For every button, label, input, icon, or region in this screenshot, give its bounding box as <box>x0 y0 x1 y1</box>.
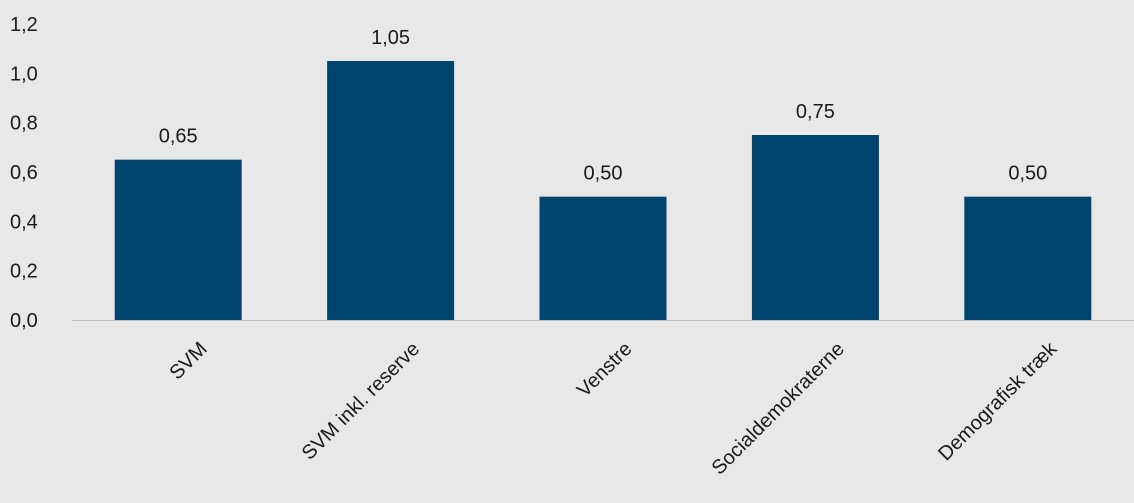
y-tick-label: 0,8 <box>10 113 38 135</box>
bar <box>751 135 879 320</box>
y-tick-label: 0,4 <box>10 211 38 233</box>
bar-value-label: 0,65 <box>159 126 198 148</box>
y-tick-label: 1,0 <box>10 63 38 85</box>
y-tick-label: 0,2 <box>10 261 38 283</box>
bar-value-label: 0,50 <box>584 163 623 185</box>
data-labels: 0,65 1,05 0,50 0,75 0,50 <box>159 27 1048 185</box>
y-tick-label: 1,2 <box>10 14 38 36</box>
bars <box>114 61 1092 320</box>
bar <box>964 196 1092 320</box>
y-axis-ticks: 0,0 0,2 0,4 0,6 0,8 1,0 1,2 <box>10 14 38 332</box>
bar-value-label: 1,05 <box>371 27 410 49</box>
bar <box>539 196 667 320</box>
bar-value-label: 0,50 <box>1008 163 1047 185</box>
y-tick-label: 0,6 <box>10 162 38 184</box>
y-tick-label: 0,0 <box>10 310 38 332</box>
bar-value-label: 0,75 <box>796 101 835 123</box>
bar <box>327 61 455 320</box>
bar <box>114 159 242 320</box>
